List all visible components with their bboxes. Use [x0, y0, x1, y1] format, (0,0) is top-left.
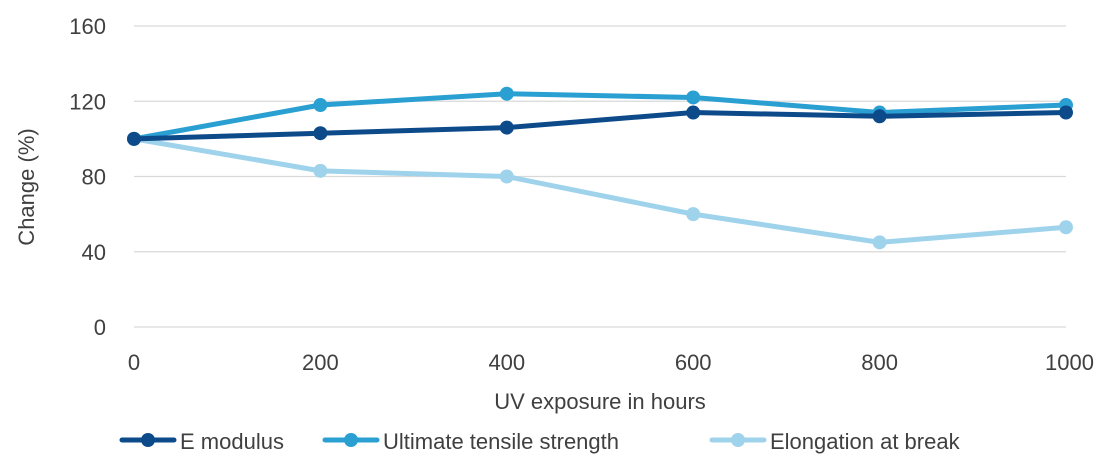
x-tick-label: 800	[861, 350, 898, 375]
data-point	[872, 235, 887, 250]
series-line	[131, 136, 1069, 245]
data-point	[872, 109, 887, 124]
data-point	[313, 163, 328, 178]
data-point	[499, 86, 514, 101]
legend-swatch-marker	[141, 433, 155, 447]
y-tick-label: 120	[69, 89, 106, 114]
y-axis-title: Change (%)	[14, 128, 39, 245]
data-point	[127, 131, 141, 146]
x-tick-label: 400	[488, 350, 525, 375]
legend-item: Elongation at break	[709, 429, 961, 454]
x-tick-label: 200	[302, 350, 339, 375]
legend-label: Ultimate tensile strength	[383, 429, 619, 454]
data-point	[313, 98, 328, 113]
y-tick-label: 80	[82, 165, 106, 190]
y-tick-label: 0	[94, 315, 106, 340]
legend-label: E modulus	[180, 429, 284, 454]
series-e-modulus	[127, 105, 1073, 146]
series-group	[127, 86, 1073, 250]
data-point	[499, 169, 514, 184]
legend-item: E modulus	[119, 429, 284, 454]
x-tick-label: 600	[675, 350, 712, 375]
x-axis-title: UV exposure in hours	[494, 389, 706, 414]
legend-swatch-marker	[731, 433, 745, 447]
x-tick-labels: 0 200 400 600 800 1000	[128, 350, 1094, 375]
series-line	[131, 110, 1069, 142]
y-tick-label: 40	[82, 240, 106, 265]
y-tick-label: 160	[69, 14, 106, 39]
legend-label: Elongation at break	[770, 429, 961, 454]
data-point	[313, 126, 328, 141]
data-point	[1059, 105, 1073, 120]
legend: E modulus Ultimate tensile strength Elonga…	[119, 429, 961, 454]
legend-item: Ultimate tensile strength	[322, 429, 619, 454]
series-elongation-at-break	[127, 131, 1073, 250]
data-point	[686, 105, 701, 120]
data-point	[499, 120, 514, 135]
x-tick-label: 0	[128, 350, 140, 375]
data-point	[686, 90, 701, 105]
series-line	[131, 91, 1069, 142]
y-tick-labels: 0 40 80 120 160	[69, 14, 106, 340]
data-point	[1059, 220, 1073, 235]
data-point	[686, 207, 701, 222]
legend-swatch-marker	[344, 433, 358, 447]
x-tick-label: 1000	[1045, 350, 1094, 375]
gridlines	[134, 25, 1066, 328]
